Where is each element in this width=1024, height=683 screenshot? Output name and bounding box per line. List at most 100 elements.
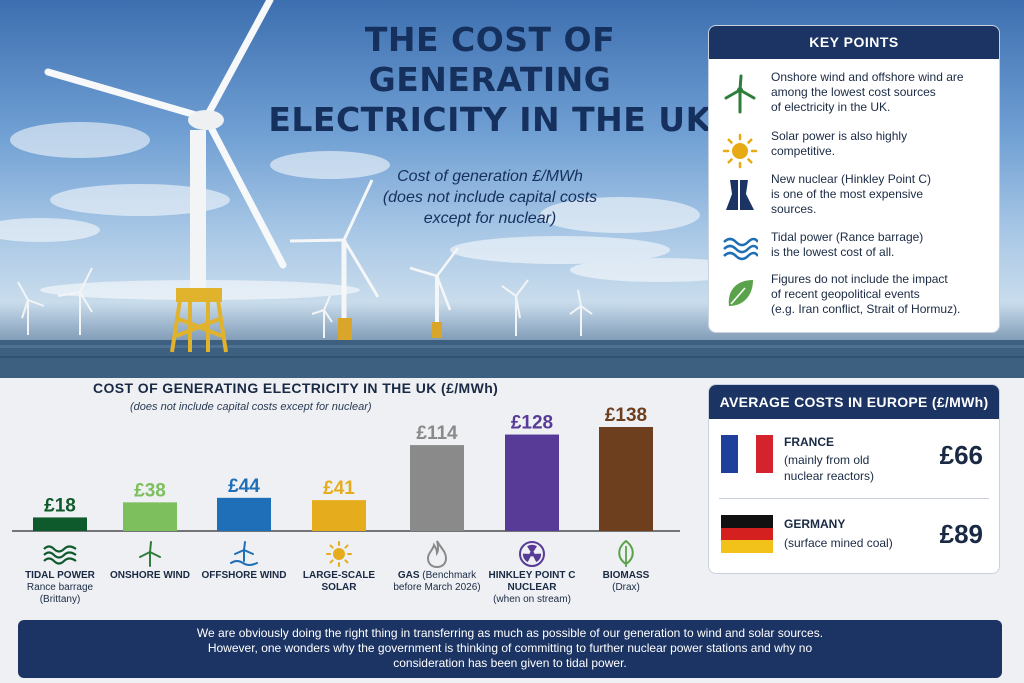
page-subtitle-line3: except for nuclear) [423,210,557,227]
europe-country: GERMANY [784,517,846,531]
europe-country: FRANCE [784,435,834,449]
key-point-text: Solar power is also highly [771,129,908,143]
key-point-text: competitive. [771,144,836,158]
key-point-text: is the lowest cost of all. [771,245,895,259]
category-name: OFFSHORE WIND [201,570,287,581]
category-name: TIDAL POWER [25,570,95,581]
bar-value-label: £44 [228,476,260,497]
bar-value-label: £41 [323,478,355,499]
key-point-text: is one of the most expensive [771,187,924,201]
europe-note-line: (mainly from old [784,453,870,467]
page-subtitle-line1: Cost of generation £/MWh [397,168,583,185]
chart-title: COST OF GENERATING ELECTRICITY IN THE UK… [93,380,499,396]
key-point-text: Onshore wind and offshore wind are [771,70,964,84]
bar [312,500,366,531]
category-label: TIDAL POWER Rance barrage (Brittany) [5,570,115,606]
europe-note-line: nuclear reactors) [784,469,875,483]
category-name: GAS [397,570,420,581]
bar-value-label: £18 [44,495,76,516]
category-name: HINKLEY POINT C [488,570,576,581]
bar [33,517,87,531]
key-point-text: among the lowest cost sources [771,85,936,99]
sun-icon [319,539,359,569]
category-note: (Benchmark [419,570,477,581]
key-point-nuclear: New nuclear (Hinkley Point C) is one of … [709,172,999,217]
page-subtitle: Cost of generation £/MWh (does not inclu… [250,166,730,229]
page-subtitle-line2: (does not include capital costs [382,189,598,206]
wind-turbine-icon [130,539,170,569]
category-label: OFFSHORE WIND [189,570,299,582]
footer-line: However, one wonders why the government … [207,641,813,655]
europe-note: (surface mined coal) [784,535,924,551]
bar-value-label: £114 [416,423,458,444]
europe-row-france: FRANCE (mainly from old nuclear reactors… [709,425,999,495]
germany-flag-icon [721,515,773,554]
bar [505,434,559,531]
wind-turbine-icon [709,70,771,114]
category-label: HINKLEY POINT C NUCLEAR (when on stream) [477,570,587,606]
category-note: (when on stream) [493,594,571,605]
bar [599,427,653,531]
bar-value-label: £128 [511,413,553,434]
key-point-solar: Solar power is also highly competitive. [709,129,999,169]
key-point-text: of recent geopolitical events [771,287,920,301]
category-note: (Brittany) [39,594,81,605]
category-name: LARGE-SCALE [302,570,376,581]
key-point-text: Tidal power (Rance barrage) [771,230,924,244]
bar-chart: £18 £38 £44 £41 £114 £128 £138 [12,405,680,532]
key-point-text: sources. [771,202,817,216]
leaf-icon [709,272,771,310]
europe-row-germany: GERMANY (surface mined coal) £89 [709,503,999,573]
category-label: BIOMASS (Drax) [571,570,681,594]
key-points-heading: KEY POINTS [709,26,999,59]
bar-value-label: £138 [605,405,647,426]
category-name: ONSHORE WIND [110,570,190,581]
bar [123,502,177,531]
key-point-wind: Onshore wind and offshore wind are among… [709,70,999,115]
waves-icon [40,539,80,569]
leaf-icon [606,539,646,569]
key-points-panel: KEY POINTS Onshore wind and offshore win… [708,25,1000,333]
bar [217,497,271,531]
category-note: before March 2026) [393,582,481,593]
footer-line: consideration has been given to tidal po… [393,656,627,670]
category-label: GAS (Benchmark before March 2026) [382,570,492,594]
category-name: SOLAR [321,582,357,593]
key-point-tidal: Tidal power (Rance barrage) is the lowes… [709,230,999,262]
sun-icon [709,129,771,169]
bar-value-label: £38 [134,480,166,501]
key-point-text: of electricity in the UK. [771,100,891,114]
europe-costs-panel: AVERAGE COSTS IN EUROPE (£/MWh) FRANCE (… [708,384,1000,574]
europe-note-line: (surface mined coal) [784,536,893,550]
page-title: THE COST OF GENERATING ELECTRICITY IN TH… [250,20,730,140]
page-title-line1: THE COST OF GENERATING [364,20,616,99]
header: THE COST OF GENERATING ELECTRICITY IN TH… [250,20,730,229]
france-flag-icon [721,435,773,473]
key-point-geopolitics: Figures do not include the impact of rec… [709,272,999,317]
europe-heading: AVERAGE COSTS IN EUROPE (£/MWh) [709,385,999,419]
flame-icon [417,539,457,569]
bar [410,445,464,531]
footer-line: We are obviously doing the right thing i… [196,626,824,640]
category-label: LARGE-SCALE SOLAR [284,570,394,594]
category-name: BIOMASS [602,570,650,581]
wind-farm-illustration [0,288,1024,378]
divider [719,498,989,499]
europe-note: (mainly from old nuclear reactors) [784,452,924,484]
key-point-text: Figures do not include the impact [771,272,948,286]
page-title-line2: ELECTRICITY IN THE UK [268,100,712,139]
europe-value: £66 [939,440,983,470]
chart-subtitle: (does not include capital costs except f… [130,401,372,413]
category-note: Rance barrage [26,582,94,593]
category-name: NUCLEAR [507,582,557,593]
category-label: ONSHORE WIND [95,570,205,582]
waves-icon [709,230,771,262]
offshore-turbine-icon [224,539,264,569]
radiation-icon [512,539,552,569]
key-point-text: New nuclear (Hinkley Point C) [771,172,932,186]
europe-value: £89 [939,519,983,549]
cooling-tower-icon [709,172,771,212]
key-point-text: (e.g. Iran conflict, Strait of Hormuz). [771,302,961,316]
category-note: (Drax) [612,582,640,593]
footer-note: We are obviously doing the right thing i… [18,620,1002,678]
